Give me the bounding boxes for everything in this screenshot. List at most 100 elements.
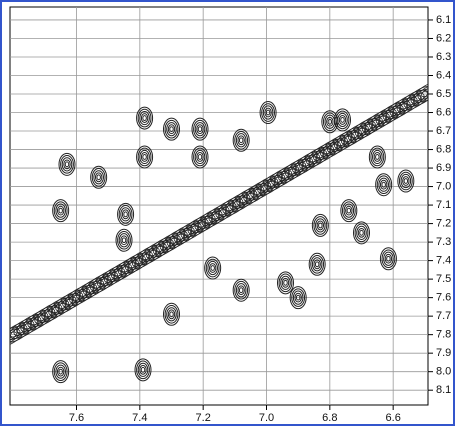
diagonal-contour bbox=[222, 198, 244, 214]
y-tick-label: 7.1 bbox=[436, 199, 451, 211]
peak-contour bbox=[379, 247, 397, 271]
diagonal-contour bbox=[264, 174, 286, 190]
peak-contour bbox=[373, 152, 382, 162]
diagonal-contour bbox=[250, 182, 272, 198]
peak-contour bbox=[169, 126, 174, 133]
peak-contour bbox=[370, 147, 385, 167]
peak bbox=[397, 169, 415, 193]
diagonal-contour bbox=[159, 235, 181, 251]
peak-contour bbox=[140, 113, 149, 123]
peak-contour bbox=[136, 106, 154, 130]
diagonal-contour bbox=[62, 292, 84, 308]
peak bbox=[368, 145, 386, 169]
peak bbox=[163, 302, 180, 326]
peak bbox=[340, 199, 358, 223]
peak bbox=[375, 173, 393, 197]
diagonal-contour bbox=[229, 194, 251, 210]
peak bbox=[136, 106, 154, 130]
peak-contour bbox=[91, 168, 106, 187]
peak-contour bbox=[142, 154, 147, 160]
diagonal-contour bbox=[421, 87, 428, 98]
peak-contour bbox=[56, 366, 65, 377]
peak-contour bbox=[289, 286, 307, 310]
peak-contour bbox=[96, 174, 101, 181]
diagonal-contour bbox=[285, 162, 307, 177]
peak-contour bbox=[376, 175, 391, 195]
peak-contour bbox=[123, 211, 128, 218]
peak-contour bbox=[372, 149, 383, 165]
diagonal-contour bbox=[392, 93, 422, 115]
peak-contour bbox=[137, 147, 152, 167]
peak-contour bbox=[316, 220, 325, 231]
peak-contour bbox=[375, 154, 380, 160]
peak-contour bbox=[139, 149, 150, 165]
diagonal-contour bbox=[389, 100, 411, 116]
peak-contour bbox=[115, 228, 133, 252]
peak-contour bbox=[58, 368, 63, 375]
peak-contour bbox=[261, 103, 275, 122]
peak bbox=[163, 117, 180, 141]
y-tick-label: 6.2 bbox=[436, 32, 451, 44]
peak-contour bbox=[234, 280, 249, 300]
peak-contour bbox=[313, 259, 321, 270]
y-tick-label: 7.5 bbox=[436, 273, 451, 285]
peak-contour bbox=[194, 122, 206, 137]
diagonal-contour bbox=[243, 186, 265, 202]
peak bbox=[136, 145, 154, 169]
diagonal-contour bbox=[201, 210, 223, 226]
y-tick-label: 7.6 bbox=[436, 292, 451, 304]
peak-contour bbox=[402, 176, 410, 186]
diagonal-contour bbox=[48, 300, 70, 316]
peak-contour bbox=[403, 178, 409, 184]
peak-contour bbox=[340, 117, 345, 123]
diagonal-contour bbox=[138, 247, 160, 263]
diagonal-contour bbox=[166, 231, 188, 247]
peak-contour bbox=[338, 115, 347, 125]
peak-contour bbox=[353, 221, 370, 245]
peak-contour bbox=[56, 205, 65, 216]
peak-contour bbox=[318, 222, 323, 229]
peak-contour bbox=[194, 149, 206, 165]
peak bbox=[311, 213, 329, 237]
diagonal-contour bbox=[347, 125, 369, 141]
peak-contour bbox=[139, 364, 147, 375]
y-tick-label: 6.3 bbox=[436, 51, 451, 63]
peak-contour bbox=[164, 119, 179, 139]
diagonal-contour bbox=[208, 206, 230, 222]
peak bbox=[191, 145, 209, 169]
peak-contour bbox=[311, 257, 323, 272]
peak-contour bbox=[93, 170, 104, 185]
peak-contour bbox=[137, 362, 149, 377]
diagonal-contour bbox=[90, 276, 111, 292]
peak-contour bbox=[313, 216, 328, 235]
peak-contour bbox=[335, 110, 350, 130]
peak-contour bbox=[341, 201, 356, 220]
peak-contour bbox=[265, 109, 271, 116]
peak-contour bbox=[237, 135, 245, 146]
peak-contour bbox=[375, 173, 393, 197]
diagonal-contour bbox=[145, 243, 167, 259]
peak-contour bbox=[52, 360, 70, 384]
peak bbox=[134, 358, 152, 382]
diagonal-contour bbox=[399, 89, 428, 111]
peak-contour bbox=[193, 119, 207, 139]
peak-contour bbox=[308, 252, 326, 276]
y-tick-label: 6.6 bbox=[436, 106, 451, 118]
diagonal-contour bbox=[354, 121, 376, 137]
peak-contour bbox=[232, 128, 250, 152]
peak-contour bbox=[386, 255, 391, 262]
diagonal-contour bbox=[20, 316, 42, 332]
peak-contour bbox=[90, 165, 108, 189]
y-tick-label: 7.7 bbox=[436, 310, 451, 322]
y-tick-label: 6.9 bbox=[436, 162, 451, 174]
peak-contour bbox=[118, 205, 133, 224]
peak-contour bbox=[280, 275, 291, 290]
peak-contour bbox=[310, 255, 325, 274]
peak bbox=[191, 117, 209, 141]
peak-contour bbox=[400, 173, 412, 189]
peak-contour bbox=[117, 230, 131, 250]
peak-contour bbox=[166, 307, 177, 322]
peak-contour bbox=[120, 235, 128, 246]
y-tick-label: 6.5 bbox=[436, 88, 451, 100]
